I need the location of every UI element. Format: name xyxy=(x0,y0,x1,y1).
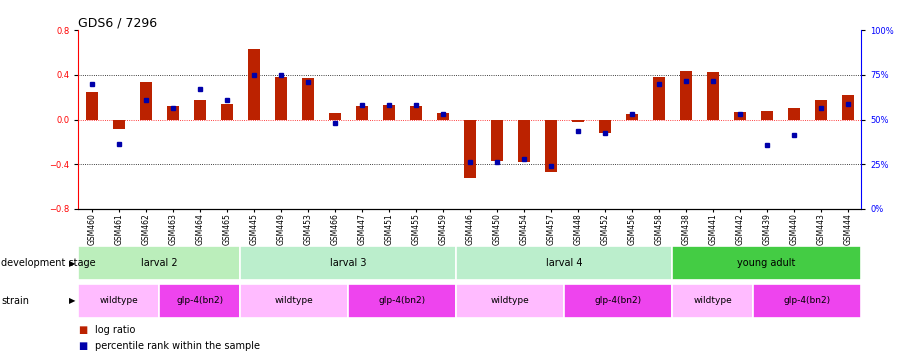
Bar xyxy=(672,246,861,280)
Text: larval 3: larval 3 xyxy=(330,258,367,268)
Bar xyxy=(814,100,827,120)
Text: wildtype: wildtype xyxy=(99,296,138,305)
Bar xyxy=(240,284,348,318)
Bar xyxy=(734,112,746,120)
Bar xyxy=(706,72,718,120)
Bar xyxy=(753,284,861,318)
Bar xyxy=(653,77,665,120)
Text: young adult: young adult xyxy=(738,258,796,268)
Text: wildtype: wildtype xyxy=(694,296,732,305)
Text: glp-4(bn2): glp-4(bn2) xyxy=(784,296,831,305)
Bar xyxy=(274,77,286,120)
Text: percentile rank within the sample: percentile rank within the sample xyxy=(95,341,260,351)
Bar xyxy=(456,284,565,318)
Bar xyxy=(78,246,240,280)
Bar xyxy=(491,120,503,161)
Bar xyxy=(463,120,476,177)
Bar xyxy=(761,111,773,120)
Text: ▶: ▶ xyxy=(69,259,76,268)
Bar xyxy=(356,106,367,120)
Bar xyxy=(787,109,799,120)
Text: glp-4(bn2): glp-4(bn2) xyxy=(176,296,223,305)
Bar xyxy=(140,82,152,120)
Text: ■: ■ xyxy=(78,341,87,351)
Text: log ratio: log ratio xyxy=(95,325,135,335)
Bar xyxy=(680,70,692,120)
Bar xyxy=(842,95,854,120)
Text: strain: strain xyxy=(1,296,29,306)
Bar xyxy=(167,106,179,120)
Bar xyxy=(348,284,456,318)
Bar xyxy=(159,284,240,318)
Text: ■: ■ xyxy=(78,325,87,335)
Text: GDS6 / 7296: GDS6 / 7296 xyxy=(78,16,157,29)
Bar xyxy=(302,78,314,120)
Bar xyxy=(78,284,159,318)
Bar xyxy=(565,284,672,318)
Bar xyxy=(544,120,557,172)
Text: glp-4(bn2): glp-4(bn2) xyxy=(379,296,426,305)
Text: larval 2: larval 2 xyxy=(141,258,178,268)
Bar xyxy=(672,284,753,318)
Bar xyxy=(410,106,422,120)
Bar xyxy=(599,120,611,133)
Bar xyxy=(625,114,637,120)
Text: wildtype: wildtype xyxy=(274,296,314,305)
Bar xyxy=(112,120,125,129)
Text: ▶: ▶ xyxy=(69,296,76,305)
Bar xyxy=(240,246,456,280)
Bar xyxy=(437,113,449,120)
Text: larval 4: larval 4 xyxy=(546,258,582,268)
Bar xyxy=(572,120,584,122)
Bar xyxy=(382,105,395,120)
Bar xyxy=(248,49,260,120)
Text: development stage: development stage xyxy=(1,258,96,268)
Bar xyxy=(456,246,672,280)
Text: glp-4(bn2): glp-4(bn2) xyxy=(595,296,642,305)
Bar xyxy=(221,104,233,120)
Bar xyxy=(193,100,205,120)
Bar xyxy=(518,120,530,162)
Bar xyxy=(329,113,341,120)
Text: wildtype: wildtype xyxy=(491,296,530,305)
Bar xyxy=(86,92,98,120)
